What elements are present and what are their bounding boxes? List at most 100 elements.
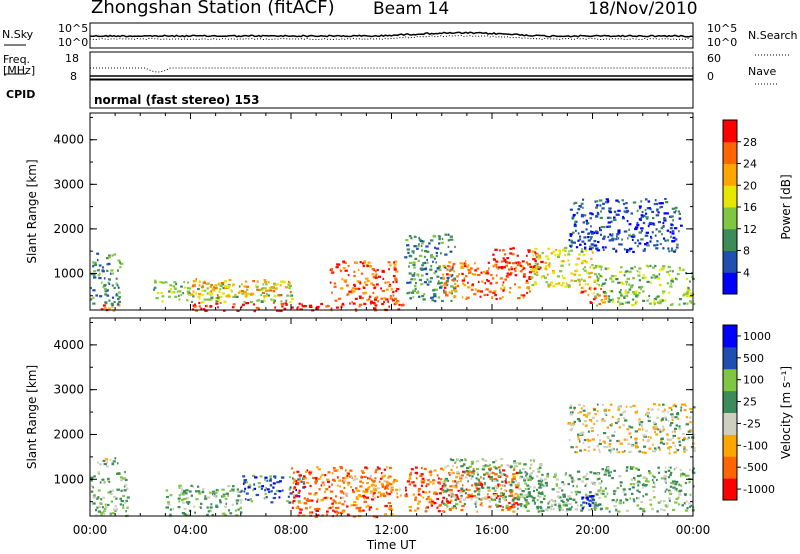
velocity-cell — [493, 465, 497, 468]
power-cell — [529, 290, 531, 293]
velocity-cell — [518, 487, 522, 491]
velocity-cell — [390, 486, 394, 489]
velocity-cell — [647, 439, 651, 442]
velocity-cell — [634, 437, 638, 440]
velocity-cell — [440, 478, 443, 481]
power-cell — [686, 294, 689, 297]
power-cell — [495, 266, 498, 269]
power-cell — [547, 247, 551, 250]
power-cell — [352, 302, 356, 305]
velocity-cell — [462, 490, 464, 493]
power-cell — [281, 305, 284, 308]
power-cell — [673, 211, 676, 214]
velocity-cell — [510, 466, 512, 469]
velocity-cell — [592, 407, 597, 410]
velocity-cell — [517, 503, 520, 506]
velocity-cell — [634, 439, 638, 442]
power-cell — [404, 256, 408, 259]
velocity-cell — [381, 484, 384, 487]
power-cell — [646, 299, 649, 302]
velocity-cell — [645, 429, 648, 432]
power-cell — [448, 265, 451, 268]
velocity-cell — [452, 486, 455, 489]
power-cell — [686, 286, 689, 289]
velocity-cell — [493, 477, 498, 481]
velocity-cell — [494, 485, 498, 488]
velocity-cell — [280, 476, 284, 479]
velocity-cell — [441, 489, 444, 492]
velocity-cell — [511, 481, 515, 484]
power-cell — [246, 288, 249, 291]
power-cell — [280, 300, 283, 303]
velocity-cell — [510, 484, 513, 487]
power-cell — [467, 264, 470, 267]
power-cell — [387, 300, 390, 303]
velocity-cell — [673, 480, 677, 483]
power-cell — [108, 307, 111, 310]
power-cell — [636, 270, 639, 273]
velocity-cell — [640, 423, 643, 426]
power-cell — [364, 291, 368, 294]
power-cell — [560, 264, 564, 267]
power-cell — [630, 285, 633, 288]
power-cell — [420, 274, 424, 277]
power-cell — [650, 235, 652, 238]
velocity-cell — [688, 478, 691, 481]
velocity-colorbar-tick-label: -100 — [743, 439, 768, 452]
velocity-cell — [519, 475, 524, 478]
velocity-cell — [445, 500, 449, 503]
power-cell — [447, 239, 450, 242]
velocity-cell — [484, 483, 486, 486]
power-cell — [578, 273, 582, 277]
velocity-cell — [677, 496, 680, 499]
velocity-cell — [662, 428, 665, 431]
power-cell — [456, 284, 460, 288]
power-cell — [590, 248, 594, 251]
power-cell — [421, 242, 424, 245]
velocity-cell — [618, 475, 622, 478]
power-cell — [646, 241, 649, 245]
power-cell — [667, 265, 671, 269]
velocity-cell — [185, 501, 189, 504]
velocity-cell — [625, 498, 628, 501]
velocity-cell — [494, 489, 497, 492]
nsearch-label: N.Search — [748, 29, 798, 42]
velocity-cell — [352, 490, 356, 494]
velocity-cell — [587, 508, 591, 511]
velocity-cell — [425, 485, 428, 488]
velocity-frame — [89, 317, 694, 517]
velocity-cell — [412, 481, 415, 484]
velocity-cell — [438, 482, 442, 485]
power-cell — [577, 232, 580, 235]
velocity-cell — [674, 444, 676, 447]
velocity-cell — [348, 473, 350, 476]
power-cell — [670, 282, 672, 285]
power-cell — [454, 245, 456, 248]
power-echo-region — [90, 252, 124, 306]
power-cell — [590, 230, 594, 234]
power-cell — [599, 265, 603, 268]
power-cell — [598, 199, 603, 202]
velocity-cell — [234, 509, 237, 512]
velocity-cell — [429, 481, 432, 484]
power-cell — [209, 298, 213, 301]
velocity-cell — [630, 436, 632, 439]
velocity-cell — [513, 476, 516, 479]
velocity-cell — [636, 410, 639, 413]
velocity-cell — [372, 493, 375, 496]
velocity-cell — [264, 492, 267, 495]
velocity-cell — [555, 483, 558, 486]
power-cell — [562, 276, 566, 280]
power-cell — [161, 281, 166, 284]
power-cell — [372, 284, 375, 287]
power-cell — [358, 295, 362, 298]
velocity-cell — [366, 482, 369, 485]
power-cell — [661, 299, 664, 302]
velocity-cell — [656, 510, 659, 513]
velocity-cell — [109, 490, 112, 493]
velocity-cell — [394, 479, 398, 482]
power-cell — [645, 212, 648, 215]
velocity-cell — [188, 501, 191, 504]
velocity-cell — [193, 505, 196, 508]
power-cell — [385, 288, 389, 291]
